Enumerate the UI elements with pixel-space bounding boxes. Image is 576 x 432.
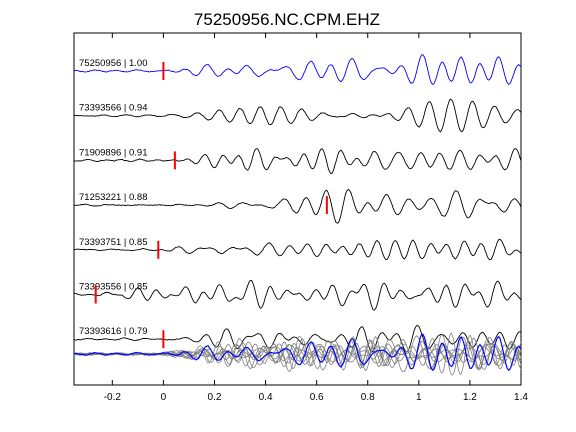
trace-group: 75250956 | 1.00 73393566 | 0.94 71909896 |… [73,54,522,353]
plot-frame [73,32,522,386]
trace-label-6: 73393556 | 0.85 [79,282,148,293]
x-tick-label: 0.6 [310,392,324,403]
x-tick-label: 1.2 [463,392,477,403]
trace-line-1 [73,54,522,85]
trace-line-3 [73,148,522,175]
x-tick-label: 1 [416,392,422,403]
trace-label-4: 71253221 | 0.88 [79,192,148,203]
chart-title: 75250956.NC.CPM.EHZ [194,10,380,29]
trace-label-1: 75250956 | 1.00 [79,58,148,69]
trace-label-7: 73393616 | 0.79 [79,326,148,337]
x-tick-label: -0.2 [104,392,122,403]
trace-line-4 [73,188,522,224]
x-tick-label: 0 [161,392,167,403]
x-tick-label: 0.8 [361,392,375,403]
x-tick-label: 0.4 [259,392,273,403]
stack-trace-8 [73,341,522,367]
trace-label-3: 71909896 | 0.91 [79,147,148,158]
stack-overlay [73,332,522,376]
x-tick-label: 0.2 [208,392,222,403]
trace-line-5 [74,238,522,261]
trace-line-6 [73,279,522,311]
x-axis: -0.2 0 0.2 0.4 0.6 0.8 1 1.2 1.4 [104,33,528,403]
trace-line-7 [73,324,522,353]
trace-label-5: 73393751 | 0.85 [79,237,148,248]
trace-label-2: 73393566 | 0.94 [79,103,148,114]
x-tick-label: 1.4 [514,392,528,403]
trace-line-2 [73,98,522,133]
stack-master-trace [73,333,522,372]
